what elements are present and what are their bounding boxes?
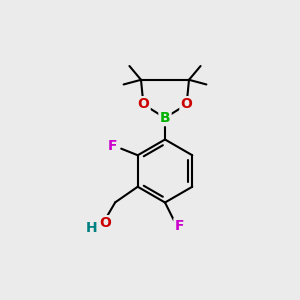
Text: F: F	[108, 139, 118, 153]
Text: F: F	[175, 219, 184, 233]
Text: O: O	[137, 98, 149, 111]
Text: B: B	[160, 111, 170, 125]
Text: H: H	[85, 221, 97, 236]
Text: O: O	[181, 98, 193, 111]
Text: O: O	[99, 216, 111, 230]
